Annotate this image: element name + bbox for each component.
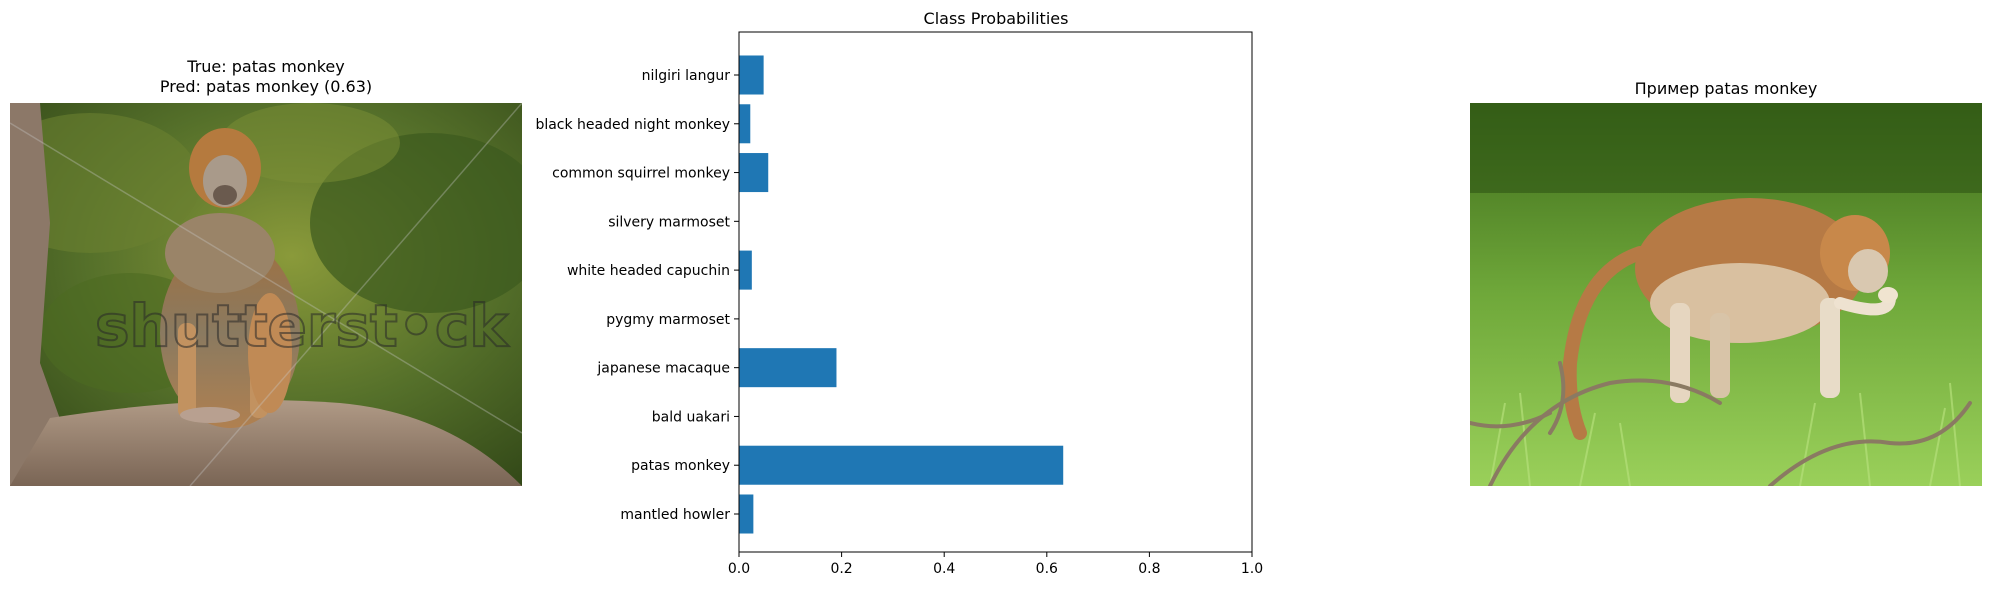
left-image-title: True: patas monkey Pred: patas monkey (0… — [10, 57, 522, 97]
y-tick-label: patas monkey — [631, 458, 730, 474]
bar-patas-monkey — [739, 445, 1064, 485]
example-image-title: Пример patas monkey — [1634, 79, 1818, 98]
x-tick-label: 0.4 — [933, 561, 955, 577]
y-tick-label: common squirrel monkey — [552, 166, 730, 182]
bar-black-headed-night-monkey — [739, 104, 751, 144]
true-label: True: patas monkey — [187, 57, 345, 76]
bar-nilgiri-langur — [739, 55, 764, 95]
x-tick-label: 0.0 — [728, 561, 750, 577]
watermark-text: shutterst•ck — [95, 292, 509, 360]
x-tick-label: 0.2 — [830, 561, 852, 577]
pred-label: Pred: patas monkey (0.63) — [159, 77, 373, 96]
y-tick-label: pygmy marmoset — [606, 312, 730, 328]
y-tick-label: mantled howler — [620, 507, 730, 523]
y-tick-label: white headed capuchin — [567, 263, 730, 279]
y-tick-label: japanese macaque — [596, 361, 730, 377]
x-tick-label: 0.6 — [1036, 561, 1058, 577]
bar-white-headed-capuchin — [739, 250, 752, 290]
example-image — [1470, 103, 1982, 486]
x-tick-label: 1.0 — [1241, 561, 1263, 577]
y-tick-label: silvery marmoset — [608, 214, 730, 230]
y-tick-label: black headed night monkey — [535, 117, 730, 133]
bar-mantled-howler — [739, 494, 754, 534]
bar-common-squirrel-monkey — [739, 153, 769, 193]
x-tick-label: 0.8 — [1138, 561, 1160, 577]
input-image: shutterst•ck — [10, 103, 522, 486]
chart-title: Class Probabilities — [924, 9, 1069, 28]
y-tick-label: bald uakari — [652, 409, 730, 425]
y-tick-label: nilgiri langur — [642, 68, 731, 84]
bar-japanese-macaque — [739, 348, 837, 388]
plot-frame — [738, 31, 1253, 553]
